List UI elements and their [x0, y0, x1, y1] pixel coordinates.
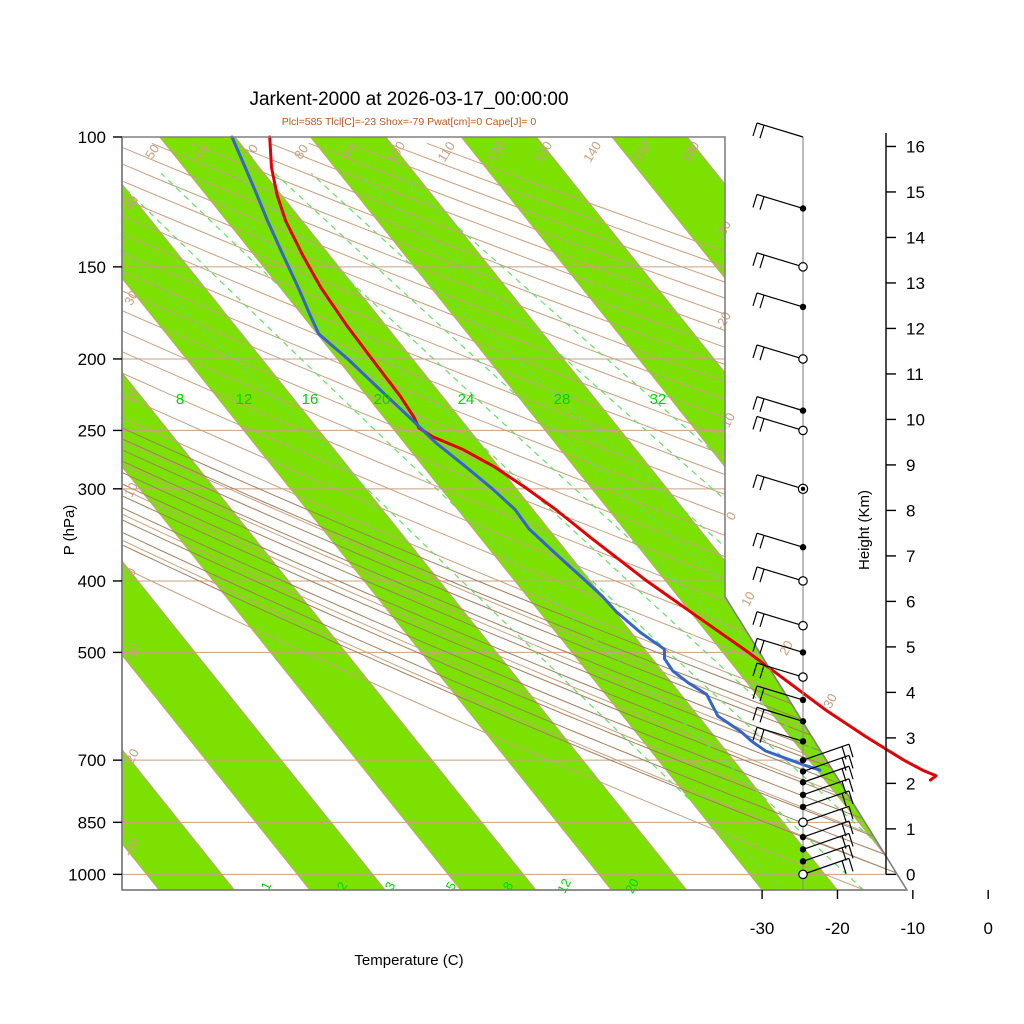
wind-barb — [752, 344, 808, 364]
wind-barb — [752, 122, 804, 139]
height-tick-label: 12 — [906, 319, 925, 338]
height-tick-label: 9 — [906, 456, 915, 475]
mixing-ratio-label-bottom: 12 — [554, 876, 574, 896]
height-tick-label: 1 — [906, 820, 915, 839]
mixing-ratio-label: 32 — [650, 391, 667, 408]
wind-barb — [799, 765, 854, 786]
height-tick-label: 4 — [906, 683, 915, 702]
wind-barb — [752, 706, 807, 725]
height-tick-label: 2 — [906, 774, 915, 793]
y2-axis-title: Height (Km) — [856, 490, 873, 570]
dry-adiabat-label: 60 — [191, 142, 211, 162]
wind-barb — [799, 844, 854, 865]
dry-adiabat-label: 110 — [434, 139, 458, 165]
isotherm-label-left: 20 — [121, 385, 141, 405]
dry-adiabat-label: 70 — [241, 142, 261, 162]
isotherm-label-left: 30 — [121, 288, 141, 308]
wind-barb — [752, 532, 807, 551]
height-tick-label: 16 — [906, 137, 925, 156]
x-axis-title: Temperature (C) — [354, 952, 463, 969]
pressure-tick-label: 400 — [78, 572, 106, 591]
dewpoint-curve — [230, 135, 822, 772]
mixing-ratio-label: 28 — [554, 391, 571, 408]
mixing-ratio-label-bottom: 20 — [622, 876, 642, 896]
height-tick-label: 15 — [906, 183, 925, 202]
wind-barb — [799, 778, 854, 799]
isotherm-label-right: 20 — [776, 638, 796, 658]
pressure-tick-label: 300 — [78, 480, 106, 499]
height-tick-label: 7 — [906, 547, 915, 566]
mixing-ratio-label: 20 — [374, 391, 391, 408]
dry-adiabat-label: 140 — [580, 138, 604, 164]
subtitle-stats: Plcl=585 Tlcl[C]=-23 Shox=-79 Pwat[cm]=0… — [282, 116, 537, 128]
wind-barb — [752, 252, 808, 272]
x-tick-label: -20 — [825, 919, 850, 938]
wind-barb — [799, 743, 854, 764]
wind-barb — [752, 415, 808, 436]
height-tick-label: 0 — [906, 865, 915, 884]
wind-barb — [798, 857, 854, 880]
mixing-ratio-label: 24 — [458, 391, 475, 408]
pressure-tick-label: 150 — [78, 258, 106, 277]
pressure-tick-label: 250 — [78, 421, 106, 440]
wind-barb — [752, 474, 809, 495]
x-tick-label: -30 — [750, 919, 775, 938]
wind-barb — [799, 754, 854, 775]
pressure-tick-label: 700 — [78, 751, 106, 770]
page-title: Jarkent-2000 at 2026-03-17_00:00:00 — [249, 89, 568, 110]
wind-barb — [752, 685, 807, 704]
height-tick-label: 3 — [906, 729, 915, 748]
height-tick-label: 6 — [906, 592, 915, 611]
isotherm-label-left: 40 — [121, 193, 141, 213]
pressure-tick-label: 1000 — [68, 865, 106, 884]
pressure-tick-label: 500 — [78, 643, 106, 662]
wind-barb — [799, 820, 854, 841]
wind-barb — [752, 662, 808, 682]
height-tick-label: 13 — [906, 274, 925, 293]
plot-frame — [121, 136, 909, 891]
height-tick-label: 14 — [906, 228, 925, 247]
pressure-tick-label: 200 — [78, 350, 106, 369]
height-tick-label: 11 — [906, 365, 924, 384]
mixing-ratio-label: 8 — [176, 391, 184, 408]
wind-barb — [752, 566, 808, 586]
wind-barb — [752, 396, 807, 414]
isotherm-label-right: 30 — [820, 691, 840, 711]
x-tick-label: -10 — [901, 919, 926, 938]
isotherm-label-right: -20 — [712, 309, 734, 333]
wind-barb — [799, 790, 854, 811]
wind-barb — [752, 726, 807, 745]
wind-barb — [799, 832, 854, 853]
mixing-ratio-label: 12 — [236, 391, 253, 408]
y-axis-title: P (hPa) — [61, 505, 78, 556]
pressure-tick-label: 100 — [78, 128, 106, 147]
isotherm-label-right: 10 — [738, 589, 758, 609]
height-tick-label: 5 — [906, 638, 915, 657]
height-tick-label: 8 — [906, 501, 915, 520]
wind-barb — [798, 805, 854, 828]
sounding-curves — [230, 135, 938, 782]
dry-adiabat-label: 90 — [337, 142, 357, 162]
temperature-axis: -30-20-10010203040 — [122, 889, 993, 938]
pressure-axis: 100 150 200 250 300 400 500 700 850 1000 — [68, 128, 123, 890]
mixing-ratio-label: 16 — [302, 391, 319, 408]
x-tick-label: 0 — [983, 919, 992, 938]
temperature-curve — [268, 135, 938, 782]
pressure-tick-label: 850 — [78, 813, 106, 832]
isotherm-label-left: 10 — [121, 480, 141, 500]
height-tick-label: 10 — [906, 410, 925, 429]
wind-barb — [752, 637, 807, 656]
wind-barb — [752, 193, 807, 212]
dry-adiabat-label: 80 — [291, 142, 311, 162]
wind-barb — [752, 611, 808, 631]
wind-barb — [752, 292, 807, 311]
dry-adiabat-label: 50 — [142, 142, 162, 162]
wind-barb-column — [752, 122, 854, 890]
